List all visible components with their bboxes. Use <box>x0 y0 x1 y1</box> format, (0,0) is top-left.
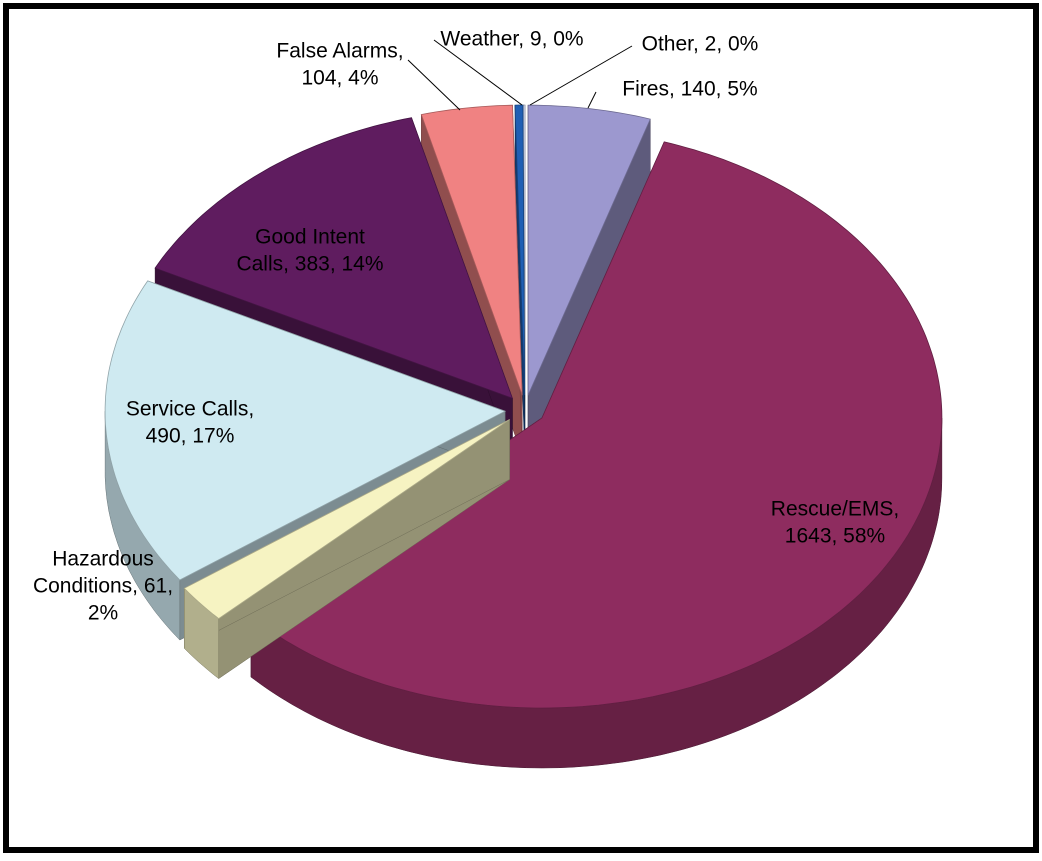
data-label: Fires, 140, 5% <box>622 78 757 101</box>
slice-top <box>527 104 651 396</box>
data-label: Good Intent <box>255 226 365 249</box>
data-label: False Alarms, <box>276 40 403 63</box>
data-label: Rescue/EMS, <box>771 498 899 521</box>
data-label: 104, 4% <box>301 67 378 90</box>
data-label: 1643, 58% <box>785 525 885 548</box>
data-label: Conditions, 61, <box>33 575 173 598</box>
data-label: Other, 2, 0% <box>642 33 759 56</box>
slice <box>514 104 526 456</box>
slice-top <box>250 141 943 709</box>
data-label: Service Calls, <box>126 398 254 421</box>
leader-line <box>587 91 597 109</box>
data-label: Hazardous <box>52 548 154 571</box>
data-label: Weather, 9, 0% <box>440 28 583 51</box>
data-label: 2% <box>88 602 118 625</box>
leader-line <box>407 59 461 111</box>
leader-line <box>529 45 633 106</box>
slice <box>183 419 510 680</box>
data-label: Calls, 383, 14% <box>236 253 383 276</box>
slice-top <box>154 117 514 399</box>
slice-top <box>420 104 523 396</box>
slice-top <box>104 280 507 581</box>
slice-top <box>514 104 526 396</box>
data-label: 490, 17% <box>146 425 235 448</box>
slice-top <box>183 419 510 620</box>
leader-line <box>433 39 523 106</box>
